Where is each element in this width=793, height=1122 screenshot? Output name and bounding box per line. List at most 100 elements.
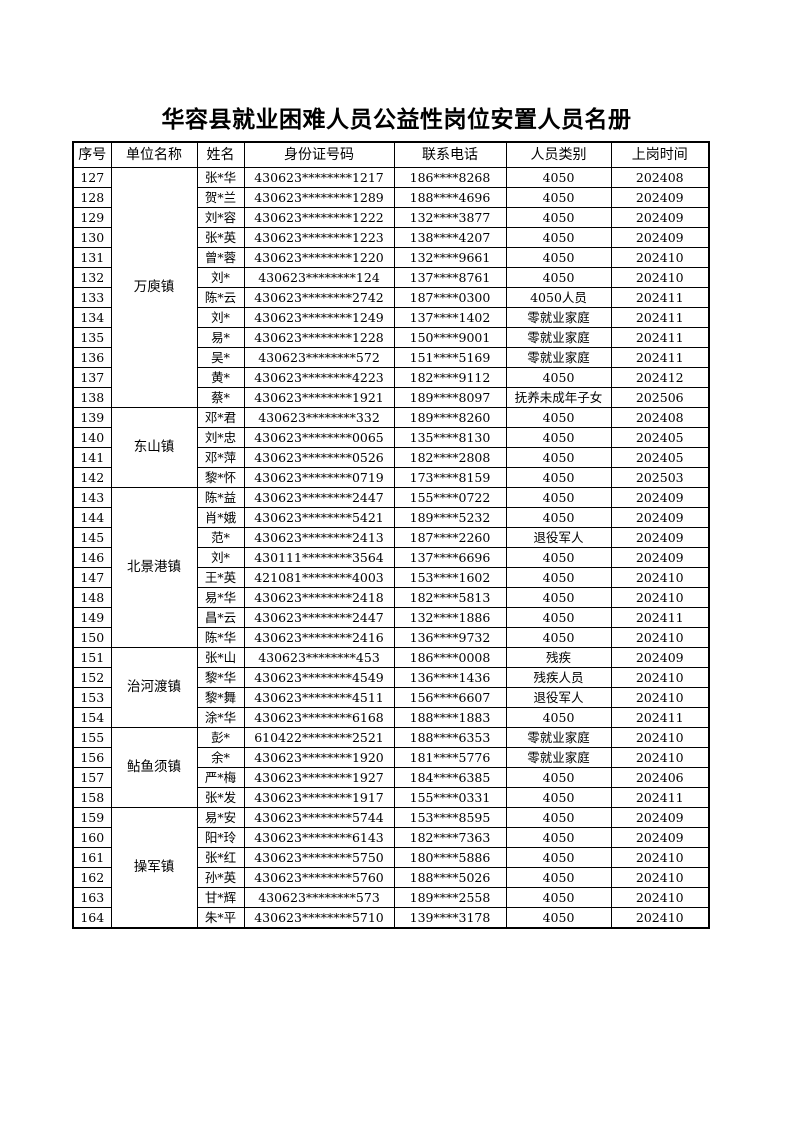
index-cell: 133 bbox=[72, 287, 112, 308]
id-number-cell: 430623********1917 bbox=[243, 787, 395, 808]
name-cell: 易*华 bbox=[196, 587, 245, 608]
start-date-cell: 202408 bbox=[610, 167, 710, 188]
category-cell: 4050 bbox=[505, 707, 612, 728]
roster-table: 序号 单位名称 姓名 身份证号码 联系电话 人员类别 上岗时间 127 万庾镇 张*… bbox=[72, 141, 710, 929]
header-category: 人员类别 bbox=[505, 141, 612, 168]
table-row: 159 操军镇 易*安 430623********5744 153****8595 40… bbox=[72, 807, 710, 929]
phone-cell: 153****1602 bbox=[393, 567, 507, 588]
id-number-cell: 430623********1228 bbox=[243, 327, 395, 348]
table-row: 135 易* 430623********1228 150****9001 零就业家庭 2… bbox=[72, 327, 710, 348]
table-row: 147 王*英 421081********4003 153****1602 4050 2… bbox=[72, 567, 710, 588]
id-number-cell: 430623********1217 bbox=[243, 167, 395, 188]
index-cell: 134 bbox=[72, 307, 112, 328]
start-date-cell: 202409 bbox=[610, 487, 710, 508]
index-cell: 150 bbox=[72, 627, 112, 648]
phone-cell: 188****5026 bbox=[393, 867, 507, 888]
id-number-cell: 430623********2416 bbox=[243, 627, 395, 648]
index-cell: 135 bbox=[72, 327, 112, 348]
unit-name-cell: 鲇鱼须镇 bbox=[110, 727, 198, 808]
phone-cell: 155****0331 bbox=[393, 787, 507, 808]
id-number-cell: 430623********0719 bbox=[243, 467, 395, 488]
phone-cell: 189****5232 bbox=[393, 507, 507, 528]
phone-cell: 137****8761 bbox=[393, 267, 507, 288]
id-number-cell: 421081********4003 bbox=[243, 567, 395, 588]
header-row: 序号 单位名称 姓名 身份证号码 联系电话 人员类别 上岗时间 bbox=[72, 141, 710, 168]
table-row: 128 贺*兰 430623********1289 188****4696 4050 2… bbox=[72, 187, 710, 208]
table-row: 160 阳*玲 430623********6143 182****7363 4050 2… bbox=[72, 827, 710, 848]
category-cell: 退役军人 bbox=[505, 527, 612, 548]
start-date-cell: 202410 bbox=[610, 847, 710, 868]
name-cell: 阳*玲 bbox=[196, 827, 245, 848]
name-cell: 张*红 bbox=[196, 847, 245, 868]
name-cell: 朱*平 bbox=[196, 907, 245, 929]
name-cell: 贺*兰 bbox=[196, 187, 245, 208]
name-cell: 黎*舞 bbox=[196, 687, 245, 708]
category-cell: 零就业家庭 bbox=[505, 747, 612, 768]
start-date-cell: 202410 bbox=[610, 627, 710, 648]
id-number-cell: 430623********1927 bbox=[243, 767, 395, 788]
id-number-cell: 430111********3564 bbox=[243, 547, 395, 568]
name-cell: 余* bbox=[196, 747, 245, 768]
index-cell: 154 bbox=[72, 707, 112, 728]
category-cell: 4050 bbox=[505, 847, 612, 868]
table-row: 148 易*华 430623********2418 182****5813 4050 2… bbox=[72, 587, 710, 608]
index-cell: 140 bbox=[72, 427, 112, 448]
start-date-cell: 202409 bbox=[610, 807, 710, 828]
index-cell: 160 bbox=[72, 827, 112, 848]
table-row: 130 张*英 430623********1223 138****4207 4050 2… bbox=[72, 227, 710, 248]
phone-cell: 188****6353 bbox=[393, 727, 507, 748]
start-date-cell: 202506 bbox=[610, 387, 710, 408]
header-start-date: 上岗时间 bbox=[610, 141, 710, 168]
category-cell: 残疾人员 bbox=[505, 667, 612, 688]
index-cell: 130 bbox=[72, 227, 112, 248]
id-number-cell: 430623********6143 bbox=[243, 827, 395, 848]
index-cell: 131 bbox=[72, 247, 112, 268]
start-date-cell: 202412 bbox=[610, 367, 710, 388]
index-cell: 136 bbox=[72, 347, 112, 368]
table-row: 131 曾*蓉 430623********1220 132****9661 4050 2… bbox=[72, 247, 710, 268]
phone-cell: 186****0008 bbox=[393, 647, 507, 668]
id-number-cell: 430623********453 bbox=[243, 647, 395, 668]
phone-cell: 189****8097 bbox=[393, 387, 507, 408]
category-cell: 零就业家庭 bbox=[505, 347, 612, 368]
index-cell: 164 bbox=[72, 907, 112, 929]
table-row: 150 陈*华 430623********2416 136****9732 4050 2… bbox=[72, 627, 710, 648]
category-cell: 退役军人 bbox=[505, 687, 612, 708]
id-number-cell: 430623********1921 bbox=[243, 387, 395, 408]
table-row: 161 张*红 430623********5750 180****5886 4050 2… bbox=[72, 847, 710, 868]
id-number-cell: 430623********2413 bbox=[243, 527, 395, 548]
phone-cell: 137****6696 bbox=[393, 547, 507, 568]
index-cell: 128 bbox=[72, 187, 112, 208]
category-cell: 4050 bbox=[505, 187, 612, 208]
start-date-cell: 202410 bbox=[610, 667, 710, 688]
table-row: 156 余* 430623********1920 181****5776 零就业家庭 2… bbox=[72, 747, 710, 768]
id-number-cell: 430623********1249 bbox=[243, 307, 395, 328]
id-number-cell: 430623********5421 bbox=[243, 507, 395, 528]
table-row: 143 北景港镇 陈*益 430623********2447 155****0722 4… bbox=[72, 487, 710, 648]
phone-cell: 153****8595 bbox=[393, 807, 507, 828]
name-cell: 肖*娥 bbox=[196, 507, 245, 528]
table-row: 158 张*发 430623********1917 155****0331 4050 2… bbox=[72, 787, 710, 808]
index-cell: 142 bbox=[72, 467, 112, 488]
id-number-cell: 430623********1222 bbox=[243, 207, 395, 228]
name-cell: 彭* bbox=[196, 727, 245, 748]
id-number-cell: 430623********2418 bbox=[243, 587, 395, 608]
id-number-cell: 430623********4549 bbox=[243, 667, 395, 688]
index-cell: 149 bbox=[72, 607, 112, 628]
id-number-cell: 430623********2742 bbox=[243, 287, 395, 308]
phone-cell: 139****3178 bbox=[393, 907, 507, 929]
phone-cell: 187****2260 bbox=[393, 527, 507, 548]
id-number-cell: 430623********4511 bbox=[243, 687, 395, 708]
index-cell: 137 bbox=[72, 367, 112, 388]
category-cell: 4050人员 bbox=[505, 287, 612, 308]
table-row: 129 刘*容 430623********1222 132****3877 4050 2… bbox=[72, 207, 710, 228]
id-number-cell: 430623********573 bbox=[243, 887, 395, 908]
table-row: 162 孙*英 430623********5760 188****5026 4050 2… bbox=[72, 867, 710, 888]
name-cell: 刘* bbox=[196, 547, 245, 568]
table-row: 146 刘* 430111********3564 137****6696 4050 20… bbox=[72, 547, 710, 568]
name-cell: 刘*忠 bbox=[196, 427, 245, 448]
id-number-cell: 430623********1920 bbox=[243, 747, 395, 768]
name-cell: 吴* bbox=[196, 347, 245, 368]
table-row: 154 涂*华 430623********6168 188****1883 4050 2… bbox=[72, 707, 710, 728]
start-date-cell: 202409 bbox=[610, 187, 710, 208]
